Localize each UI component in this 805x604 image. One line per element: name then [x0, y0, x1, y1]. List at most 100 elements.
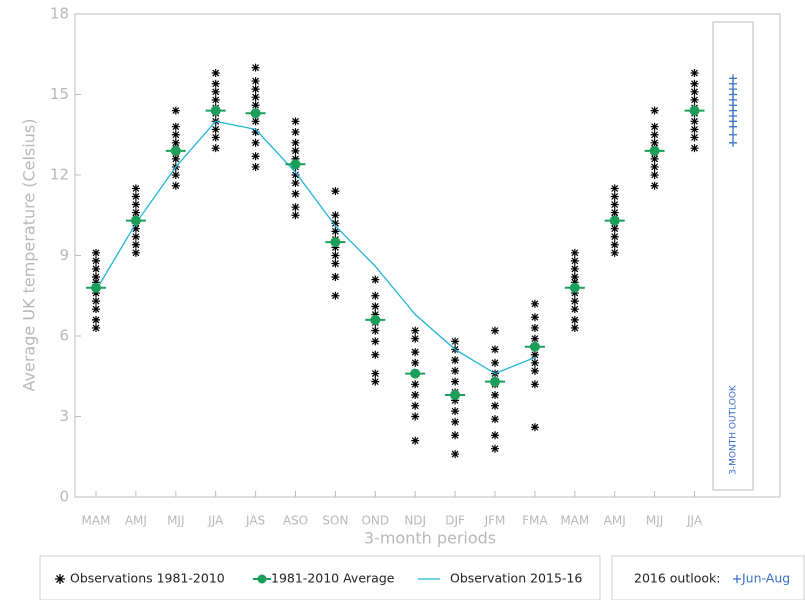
outlook-point: [729, 130, 737, 139]
x-tick-label: NDJ: [404, 514, 426, 528]
observation-point: [92, 272, 100, 281]
legend-label: Observation 2015-16: [450, 571, 582, 586]
average-point: [529, 341, 540, 352]
observation-point: [491, 401, 499, 410]
observation-point: [371, 310, 380, 319]
average-point: [649, 145, 660, 156]
observation-point: [451, 450, 460, 459]
observation-point: [610, 192, 619, 201]
observation-point: [371, 377, 380, 386]
observation-point: [291, 128, 300, 137]
observation-point: [690, 144, 699, 153]
observation-point: [92, 305, 100, 314]
observation-point: [251, 101, 260, 110]
observation-point: [92, 289, 100, 298]
outlook-point: [729, 138, 737, 147]
observation-point: [451, 377, 460, 386]
observation-point: [251, 93, 260, 102]
observation-point: [690, 79, 699, 88]
observation-point: [331, 259, 340, 268]
observation-point: [251, 162, 260, 171]
x-tick-label: ASO: [283, 514, 308, 528]
y-tick-label: 0: [59, 488, 69, 506]
observation-point: [171, 106, 180, 115]
average-point: [689, 105, 700, 116]
observation-point: [211, 87, 220, 96]
y-tick-label: 15: [50, 85, 69, 103]
legend-label: 1981-2010 Average: [271, 571, 395, 586]
observation-point: [92, 264, 100, 273]
observation-point: [530, 350, 539, 359]
observation-point: [570, 278, 579, 287]
y-tick-label: 6: [59, 327, 69, 345]
observation-point: [530, 358, 539, 367]
x-tick-label: MAM: [82, 514, 111, 528]
observation-point: [451, 366, 460, 375]
observation-point: [650, 154, 659, 163]
observation-point: [491, 358, 499, 367]
observation-point: [331, 243, 340, 252]
observation-point: [491, 345, 499, 354]
observation-point: [171, 122, 180, 131]
observation-point: [451, 431, 460, 440]
observation-point: [371, 326, 380, 335]
observation-point: [331, 272, 340, 281]
observation-point: [411, 436, 420, 445]
observation-point: [650, 130, 659, 139]
observation-point: [171, 138, 180, 147]
outlook-panel-label: 3-MONTH OUTLOOK: [729, 384, 739, 475]
observation-point: [451, 356, 460, 365]
observation-point: [131, 192, 140, 201]
x-tick-label: OND: [361, 514, 389, 528]
average-point: [569, 282, 580, 293]
observation-point: [411, 412, 420, 421]
average-point: [130, 215, 141, 226]
x-tick-label: JJA: [686, 514, 703, 528]
observation-point: [570, 297, 579, 306]
average-point: [450, 390, 461, 401]
observation-point: [211, 69, 220, 78]
observation-point: [451, 417, 460, 426]
outlook-legend-label: Jun-Aug: [741, 571, 790, 586]
average-point: [290, 159, 301, 170]
observation-point: [131, 200, 140, 209]
observation-point: [451, 337, 460, 346]
observation-point: [451, 396, 460, 405]
observation-point: [291, 203, 300, 212]
observation-point: [211, 144, 220, 153]
average-point: [609, 215, 620, 226]
observation-point: [291, 171, 300, 179]
observation-point: [570, 289, 579, 298]
average-point: [91, 282, 101, 293]
observation-point: [491, 326, 499, 335]
observation-point: [411, 401, 420, 410]
observation-point: [411, 358, 420, 367]
observation-point: [371, 369, 380, 378]
observation-point: [690, 69, 699, 78]
observation-point: [131, 240, 140, 249]
observation-point: [131, 184, 140, 193]
observation-point: [570, 315, 579, 324]
observation-point: [131, 208, 140, 217]
observation-point: [251, 152, 260, 161]
observation-point: [251, 63, 260, 72]
observation-point: [131, 224, 140, 233]
observation-point: [371, 275, 380, 284]
observation-point: [570, 305, 579, 314]
y-axis-label: Average UK temperature (Celsius): [20, 119, 39, 392]
observation-point: [131, 232, 140, 241]
observation-point: [92, 248, 100, 257]
observation-point: [171, 171, 180, 179]
y-tick-label: 18: [50, 5, 69, 23]
observation-point: [650, 106, 659, 115]
outlook-panel: [712, 21, 754, 491]
x-tick-label: SON: [322, 514, 348, 528]
observation-point: [570, 272, 579, 281]
observation-point: [331, 187, 340, 196]
legend-label: Observations 1981-2010: [70, 571, 225, 586]
observation-point: [171, 181, 180, 190]
average-point: [370, 314, 381, 325]
observation-point: [331, 227, 340, 236]
y-tick-label: 9: [59, 246, 69, 264]
observation-point: [570, 256, 579, 265]
